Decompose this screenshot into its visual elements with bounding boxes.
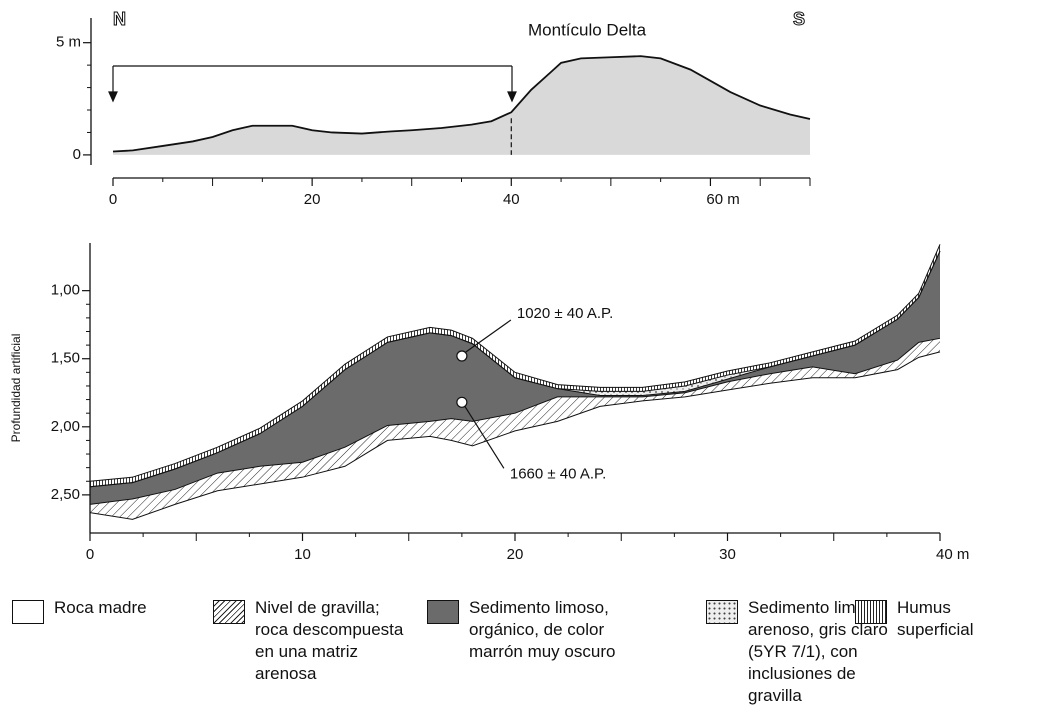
legend-swatch xyxy=(213,600,245,624)
layer-boundary xyxy=(89,250,941,488)
south-label: S xyxy=(793,9,805,29)
sample-label: 1660 ± 40 A.P. xyxy=(510,465,606,482)
legend-item: Sedimento limo arenoso, gris claro (5YR … xyxy=(706,598,888,707)
y-tick-label: 2,00 xyxy=(51,418,80,435)
legend-swatch xyxy=(706,600,738,624)
legend-item: Humus superficial xyxy=(855,598,1007,641)
layer-fill xyxy=(90,351,940,533)
x-tick-label: 40 xyxy=(503,191,520,208)
profile-line xyxy=(112,55,811,153)
x-tick-label: 0 xyxy=(86,546,94,563)
sample-leader xyxy=(464,405,505,469)
y-axis-label: Profundidad artificial xyxy=(9,334,23,443)
legend-swatch xyxy=(12,600,44,624)
legend-label: Roca madre xyxy=(54,598,147,617)
y-tick-label: 5 m xyxy=(56,34,81,51)
x-tick-label: 20 xyxy=(304,191,321,208)
legend-item: Nivel de gravilla; roca descompuesta en … xyxy=(213,598,410,685)
sample-leader xyxy=(465,319,512,353)
sample-label: 1020 ± 40 A.P. xyxy=(517,305,613,322)
layer-boundary xyxy=(89,337,941,505)
legend-item: Sedimento limoso, orgánico, de color mar… xyxy=(427,598,639,663)
span-arrow xyxy=(108,65,517,103)
legend-label: Nivel de gravilla; roca descompuesta en … xyxy=(255,598,404,683)
profile-area xyxy=(113,56,810,155)
legend-label: Humus superficial xyxy=(897,598,974,639)
x-tick-label: 60 m xyxy=(706,191,739,208)
sample-point xyxy=(456,350,468,362)
sample-point xyxy=(456,396,468,408)
x-tick-label: 20 xyxy=(507,546,524,563)
y-tick-label: 2,50 xyxy=(51,486,80,503)
feature-label: Montículo Delta xyxy=(528,20,647,39)
layer-fill xyxy=(90,244,940,487)
x-tick-label: 30 xyxy=(719,546,736,563)
y-tick-label: 1,00 xyxy=(51,282,80,299)
x-tick-label: 0 xyxy=(109,191,117,208)
legend-label: Sedimento limoso, orgánico, de color mar… xyxy=(469,598,616,661)
legend-label: Sedimento limo arenoso, gris claro (5YR … xyxy=(748,598,888,705)
legend-swatch xyxy=(427,600,459,624)
north-label: N xyxy=(113,9,126,29)
y-tick-label: 0 xyxy=(73,146,81,163)
layer-fill xyxy=(90,338,940,520)
legend-swatch xyxy=(855,600,887,624)
x-tick-label: 10 xyxy=(294,546,311,563)
layer-boundary xyxy=(89,351,941,520)
layer-boundary xyxy=(89,244,941,482)
legend-item: Roca madre xyxy=(12,598,204,624)
y-tick-label: 1,50 xyxy=(51,350,80,367)
x-tick-label: 40 m xyxy=(936,546,969,563)
